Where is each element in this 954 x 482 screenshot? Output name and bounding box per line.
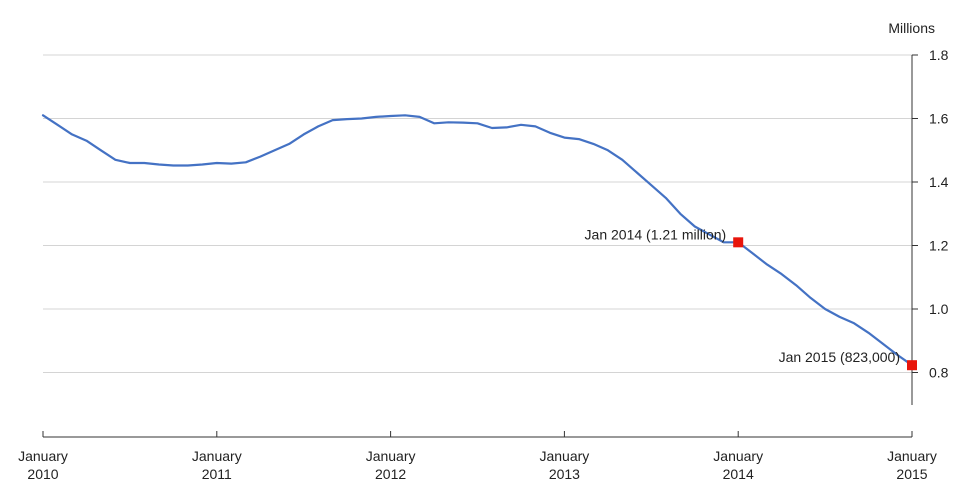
annotation-label: Jan 2014 (1.21 million) (585, 226, 727, 242)
x-tick-label-year: 2012 (375, 466, 406, 482)
y-tick-label: 1.4 (929, 174, 949, 190)
y-tick-label: 1.6 (929, 111, 949, 127)
y-tick-label: 1.0 (929, 301, 949, 317)
y-unit-label: Millions (888, 20, 935, 36)
x-tick-label-year: 2010 (27, 466, 58, 482)
annotation-marker (733, 237, 744, 248)
x-tick-label-month: January (366, 448, 416, 464)
gridlines (43, 54, 912, 373)
x-tick-label-month: January (539, 448, 589, 464)
x-tick-label-month: January (713, 448, 763, 464)
y-tick-label: 0.8 (929, 365, 949, 381)
x-tick-label-month: January (887, 448, 937, 464)
x-tick-label-month: January (18, 448, 68, 464)
x-tick-label-year: 2013 (549, 466, 580, 482)
x-tick-label-year: 2014 (723, 466, 754, 482)
axes: 0.8 1.0 1.2 1.4 1.6 1.8 January 2010 January 2011… (18, 47, 949, 482)
x-tick-label-year: 2015 (896, 466, 927, 482)
x-tick-label-month: January (192, 448, 242, 464)
annotation-label: Jan 2015 (823,000) (779, 349, 900, 365)
series-line-group (41, 114, 914, 367)
x-tick-label-year: 2011 (202, 466, 232, 482)
y-tick-label: 1.2 (929, 238, 949, 254)
y-tick-label: 1.8 (929, 47, 949, 63)
annotation-markers: Jan 2014 (1.21 million) Jan 2015 (823,000… (585, 226, 917, 371)
annotation-marker (907, 360, 917, 371)
series-line (41, 114, 914, 367)
